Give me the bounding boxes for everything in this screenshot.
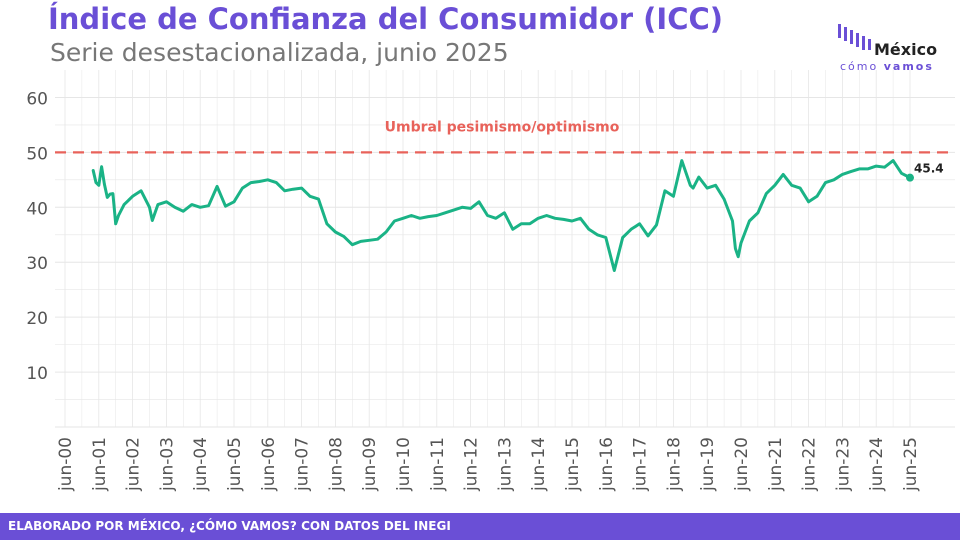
logo-bars-icon xyxy=(838,24,871,50)
y-axis: 10 20 30 40 50 60 xyxy=(26,89,48,384)
last-data-point xyxy=(906,173,914,182)
x-tick-label: jun-17 xyxy=(631,437,651,492)
x-tick-label: jun-05 xyxy=(225,437,245,492)
x-tick-label: jun-14 xyxy=(529,437,549,492)
y-tick-label: 60 xyxy=(26,89,48,109)
threshold-label: Umbral pesimismo/optimismo xyxy=(385,119,620,135)
x-tick-label: jun-18 xyxy=(664,437,684,492)
chart-subtitle: Serie desestacionalizada, junio 2025 xyxy=(50,38,509,67)
y-tick-label: 10 xyxy=(26,364,48,384)
x-tick-label: jun-10 xyxy=(394,437,414,492)
x-tick-label: jun-08 xyxy=(326,437,346,492)
footer-credit: ELABORADO POR MÉXICO, ¿CÓMO VAMOS? CON D… xyxy=(8,519,451,533)
last-value-label: 45.4 xyxy=(914,162,944,176)
x-tick-label: jun-09 xyxy=(360,437,380,492)
chart-title: Índice de Confianza del Consumidor (ICC) xyxy=(48,2,724,36)
x-tick-label: jun-21 xyxy=(766,437,786,492)
x-tick-label: jun-24 xyxy=(867,437,887,492)
y-tick-label: 30 xyxy=(26,254,48,274)
footer-bar: ELABORADO POR MÉXICO, ¿CÓMO VAMOS? CON D… xyxy=(0,513,960,540)
x-tick-label: jun-23 xyxy=(833,437,853,492)
x-tick-label: jun-00 xyxy=(56,437,76,492)
x-tick-label: jun-01 xyxy=(90,437,110,492)
y-tick-label: 50 xyxy=(26,144,48,164)
x-tick-label: jun-11 xyxy=(428,437,448,492)
x-axis: jun-00 jun-01 jun-02 jun-03 jun-04 jun-05 jun-… xyxy=(56,437,921,492)
logo-name: México xyxy=(874,40,938,59)
x-tick-label: jun-25 xyxy=(901,437,921,492)
series-line-icc xyxy=(91,159,912,272)
x-tick-label: jun-19 xyxy=(698,437,718,492)
logo-tag-part1: cómo xyxy=(840,60,879,73)
x-tick-label: jun-07 xyxy=(293,437,313,492)
x-tick-label: jun-12 xyxy=(462,437,482,492)
logo-tag-part2: vamos xyxy=(883,60,934,73)
x-tick-label: jun-13 xyxy=(495,437,515,492)
x-tick-label: jun-15 xyxy=(563,437,583,492)
y-tick-label: 40 xyxy=(26,199,48,219)
x-tick-label: jun-03 xyxy=(157,437,177,492)
y-tick-label: 20 xyxy=(26,309,48,329)
x-tick-label: jun-20 xyxy=(732,437,752,492)
x-tick-label: jun-22 xyxy=(800,437,820,492)
x-tick-label: jun-16 xyxy=(597,437,617,492)
mexico-como-vamos-logo: México cómo vamos xyxy=(834,22,944,76)
x-tick-label: jun-04 xyxy=(191,437,211,492)
x-tick-label: jun-02 xyxy=(124,437,144,492)
x-tick-label: jun-06 xyxy=(259,437,279,492)
logo-tagline: cómo vamos xyxy=(840,60,934,73)
grid-lines xyxy=(55,70,955,428)
